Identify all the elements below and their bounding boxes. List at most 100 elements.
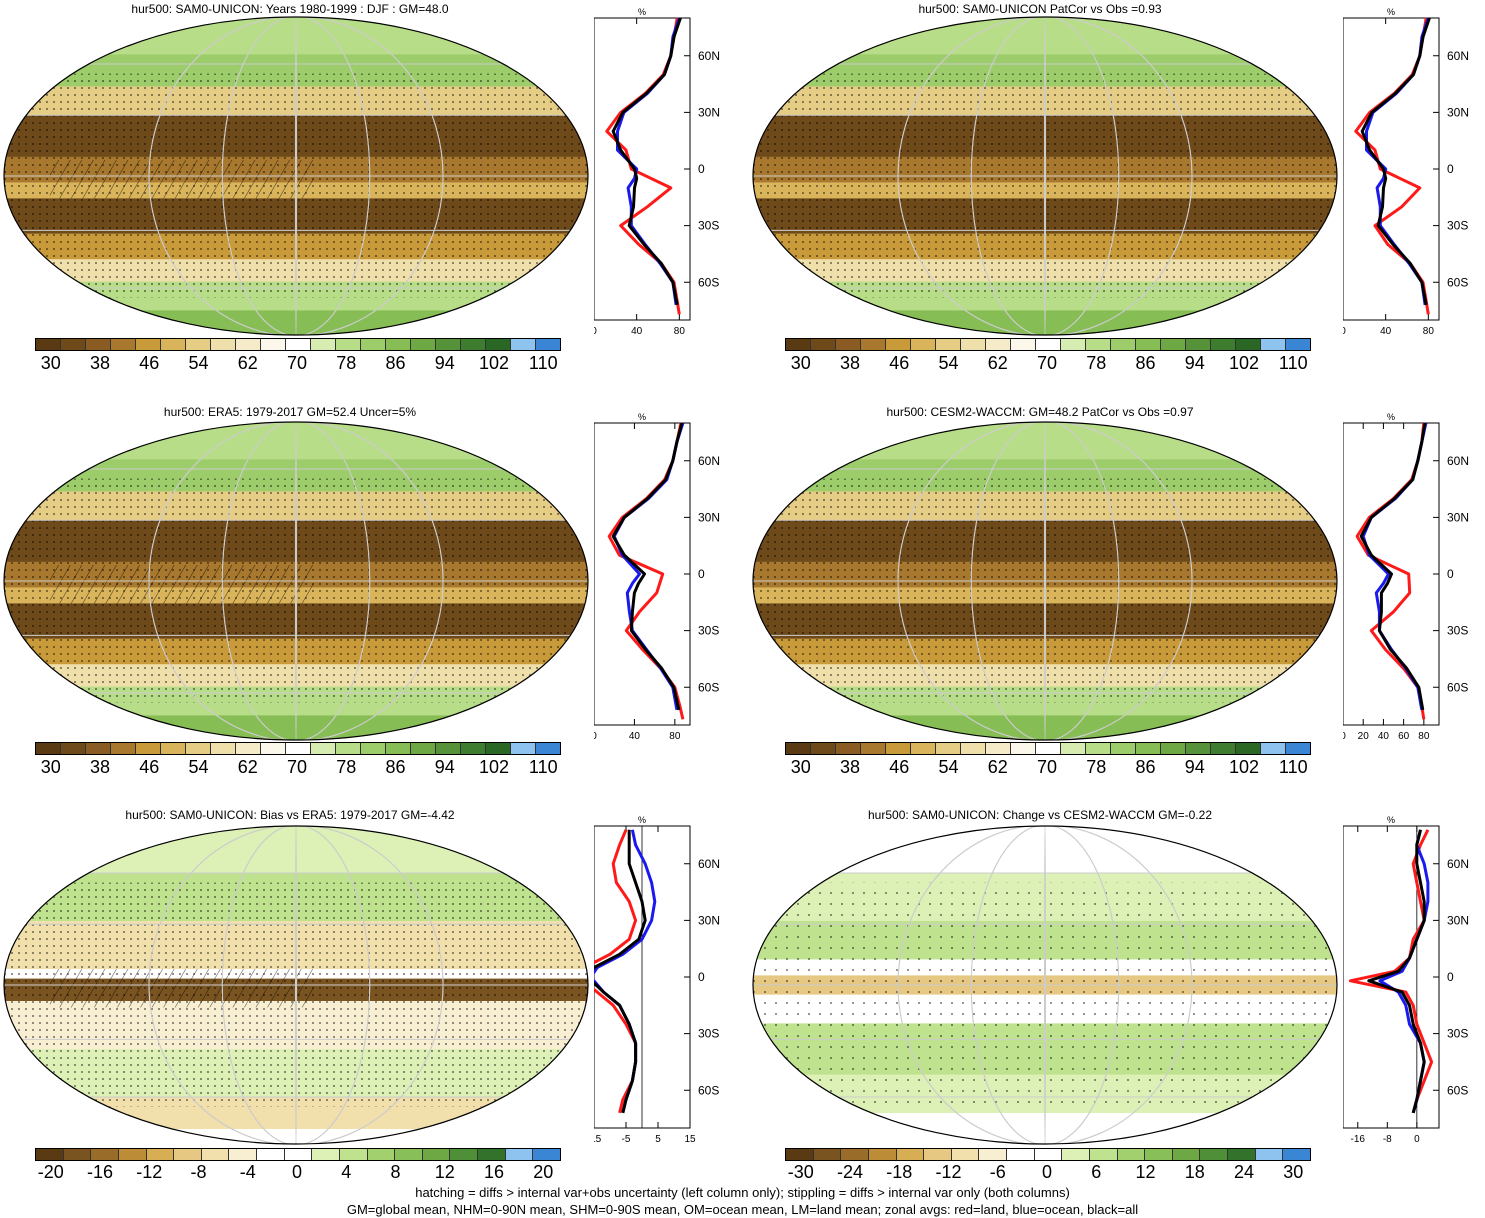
- colorbar-swatch: [311, 743, 336, 754]
- colorbar-label: 46: [139, 757, 160, 777]
- colorbar-swatch: [361, 339, 386, 350]
- zonal-series-all: [1360, 17, 1431, 306]
- zonal-frame: [594, 422, 691, 726]
- colorbar-label: 38: [839, 353, 860, 373]
- colorbar-swatch: [505, 1149, 534, 1160]
- map-panel: [3, 421, 589, 741]
- y-tick-label: 30S: [698, 219, 719, 233]
- colorbar-swatch: [979, 1149, 1007, 1160]
- x-tick-label: 20: [1358, 731, 1370, 742]
- y-tick-label: 30N: [698, 913, 720, 927]
- colorbar-swatch: [811, 743, 836, 754]
- colorbar-swatch: [911, 339, 936, 350]
- zonal-mean-plot: % 60N 30N 0 30S 60S 0 20 40 60 80: [1343, 412, 1469, 742]
- colorbar-swatch: [986, 339, 1011, 350]
- y-tick-label: 60N: [1447, 49, 1469, 63]
- colorbar-swatch: [1255, 1149, 1284, 1160]
- y-tick-label: 30N: [1447, 510, 1469, 524]
- colorbar-swatch: [211, 339, 236, 350]
- colorbar-label: 70: [1036, 757, 1058, 777]
- colorbar-swatch: [868, 1149, 897, 1160]
- colorbar-swatch: [511, 339, 536, 350]
- hatching: [49, 969, 314, 1008]
- colorbar-swatch: [229, 1149, 257, 1160]
- zonal-series-ocean: [1378, 829, 1430, 1114]
- panel-title: hur500: ERA5: 1979-2017 GM=52.4 Uncer=5%: [163, 405, 417, 419]
- y-tick-label: 60N: [698, 49, 720, 63]
- colorbar-swatch: [1089, 1149, 1118, 1160]
- colorbar-label: 12: [434, 1162, 455, 1182]
- colorbar-label: 62: [237, 757, 258, 777]
- x-tick-label: 40: [629, 731, 641, 742]
- colorbar-swatch: [1228, 1149, 1256, 1160]
- graticule-meridian: [897, 826, 1193, 1144]
- panel-title: hur500: SAM0-UNICON: Years 1980-1999 : D…: [131, 2, 449, 16]
- y-tick-label: 60S: [1447, 680, 1468, 694]
- colorbar-label: 8: [390, 1162, 401, 1182]
- colorbar-label: 16: [484, 1162, 505, 1182]
- colorbar: [785, 338, 1311, 351]
- colorbar-label: 78: [1086, 353, 1107, 373]
- graticule-meridian: [970, 17, 1120, 335]
- colorbar-label: 6: [1091, 1162, 1102, 1182]
- colorbar-swatch: [1061, 743, 1086, 754]
- y-tick-label: 30S: [1447, 624, 1468, 638]
- colorbar-swatch: [236, 339, 261, 350]
- zonal-series-all: [1359, 422, 1427, 711]
- graticule-meridian: [148, 17, 444, 335]
- colorbar-swatch: [836, 743, 861, 754]
- colorbar-swatch: [339, 1149, 368, 1160]
- graticule-meridian: [295, 17, 297, 335]
- colorbar-label: 78: [336, 757, 357, 777]
- colorbar-label: 30: [790, 757, 811, 777]
- colorbar-swatch: [1211, 339, 1236, 350]
- colorbar-swatch: [1145, 1149, 1173, 1160]
- y-tick-label: 0: [1447, 567, 1454, 581]
- y-tick-label: 0: [1447, 162, 1454, 176]
- colorbar-swatch: [511, 743, 536, 754]
- map-outline: [752, 421, 1338, 741]
- colorbar-swatch: [1236, 339, 1261, 350]
- colorbar-label: -12: [136, 1162, 163, 1182]
- y-tick-label: 0: [1447, 970, 1454, 984]
- colorbar-label: 86: [385, 757, 406, 777]
- colorbar-label: 110: [528, 757, 558, 777]
- colorbar-swatch: [201, 1149, 230, 1160]
- map-outline: [752, 825, 1338, 1145]
- y-tick-label: 0: [698, 162, 705, 176]
- colorbar-swatch: [1286, 339, 1310, 350]
- colorbar-label: 94: [434, 353, 455, 373]
- x-tick-label: 0: [594, 731, 597, 742]
- colorbar-label: 78: [1086, 757, 1107, 777]
- colorbar-swatch: [1111, 743, 1136, 754]
- x-tick-label: 0: [594, 326, 597, 337]
- colorbar-swatch: [257, 1149, 285, 1160]
- colorbar-label: 110: [1278, 353, 1308, 373]
- x-tick-label: 5: [655, 1134, 661, 1145]
- colorbar-label: 102: [478, 353, 510, 373]
- y-tick-label: 60S: [698, 680, 719, 694]
- colorbar-swatch: [1172, 1149, 1201, 1160]
- x-tick-label: 80: [1423, 326, 1435, 337]
- y-tick-label: 30N: [1447, 105, 1469, 119]
- colorbar-label: 46: [889, 757, 910, 777]
- y-tick-label: 0: [698, 970, 705, 984]
- zonal-series-all: [611, 17, 682, 306]
- zonal-xlabel: %: [638, 7, 646, 17]
- colorbar-swatch: [312, 1149, 340, 1160]
- hatching: [49, 160, 314, 199]
- y-tick-label: 60S: [1447, 1083, 1468, 1097]
- map-outline: [3, 421, 589, 741]
- x-tick-label: 0: [1414, 1134, 1420, 1145]
- colorbar: [785, 1148, 1311, 1161]
- x-tick-label: 40: [1380, 326, 1392, 337]
- colorbar-swatch: [211, 743, 236, 754]
- colorbar-label: 86: [385, 353, 406, 373]
- colorbar-swatch: [786, 1149, 814, 1160]
- colorbar-label: 46: [889, 353, 910, 373]
- y-tick-label: 30S: [1447, 219, 1468, 233]
- x-tick-label: 15: [684, 1134, 696, 1145]
- colorbar-label: 30: [40, 353, 61, 373]
- colorbar-label: 30: [40, 757, 61, 777]
- colorbar-swatch: [450, 1149, 478, 1160]
